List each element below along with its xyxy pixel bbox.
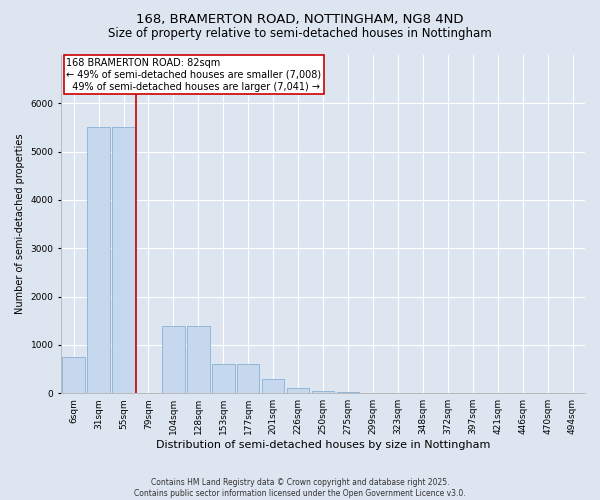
Text: Contains HM Land Registry data © Crown copyright and database right 2025.
Contai: Contains HM Land Registry data © Crown c… [134,478,466,498]
Bar [287,388,310,393]
Bar [162,326,185,393]
Bar [262,378,284,393]
Y-axis label: Number of semi-detached properties: Number of semi-detached properties [15,134,25,314]
Bar [312,391,334,393]
Bar [187,326,209,393]
Bar [88,128,110,393]
X-axis label: Distribution of semi-detached houses by size in Nottingham: Distribution of semi-detached houses by … [156,440,490,450]
Text: 168 BRAMERTON ROAD: 82sqm
← 49% of semi-detached houses are smaller (7,008)
  49: 168 BRAMERTON ROAD: 82sqm ← 49% of semi-… [67,58,322,92]
Bar [337,392,359,393]
Bar [212,364,235,393]
Bar [62,357,85,393]
Text: Size of property relative to semi-detached houses in Nottingham: Size of property relative to semi-detach… [108,28,492,40]
Bar [112,128,135,393]
Bar [237,364,259,393]
Text: 168, BRAMERTON ROAD, NOTTINGHAM, NG8 4ND: 168, BRAMERTON ROAD, NOTTINGHAM, NG8 4ND [136,12,464,26]
